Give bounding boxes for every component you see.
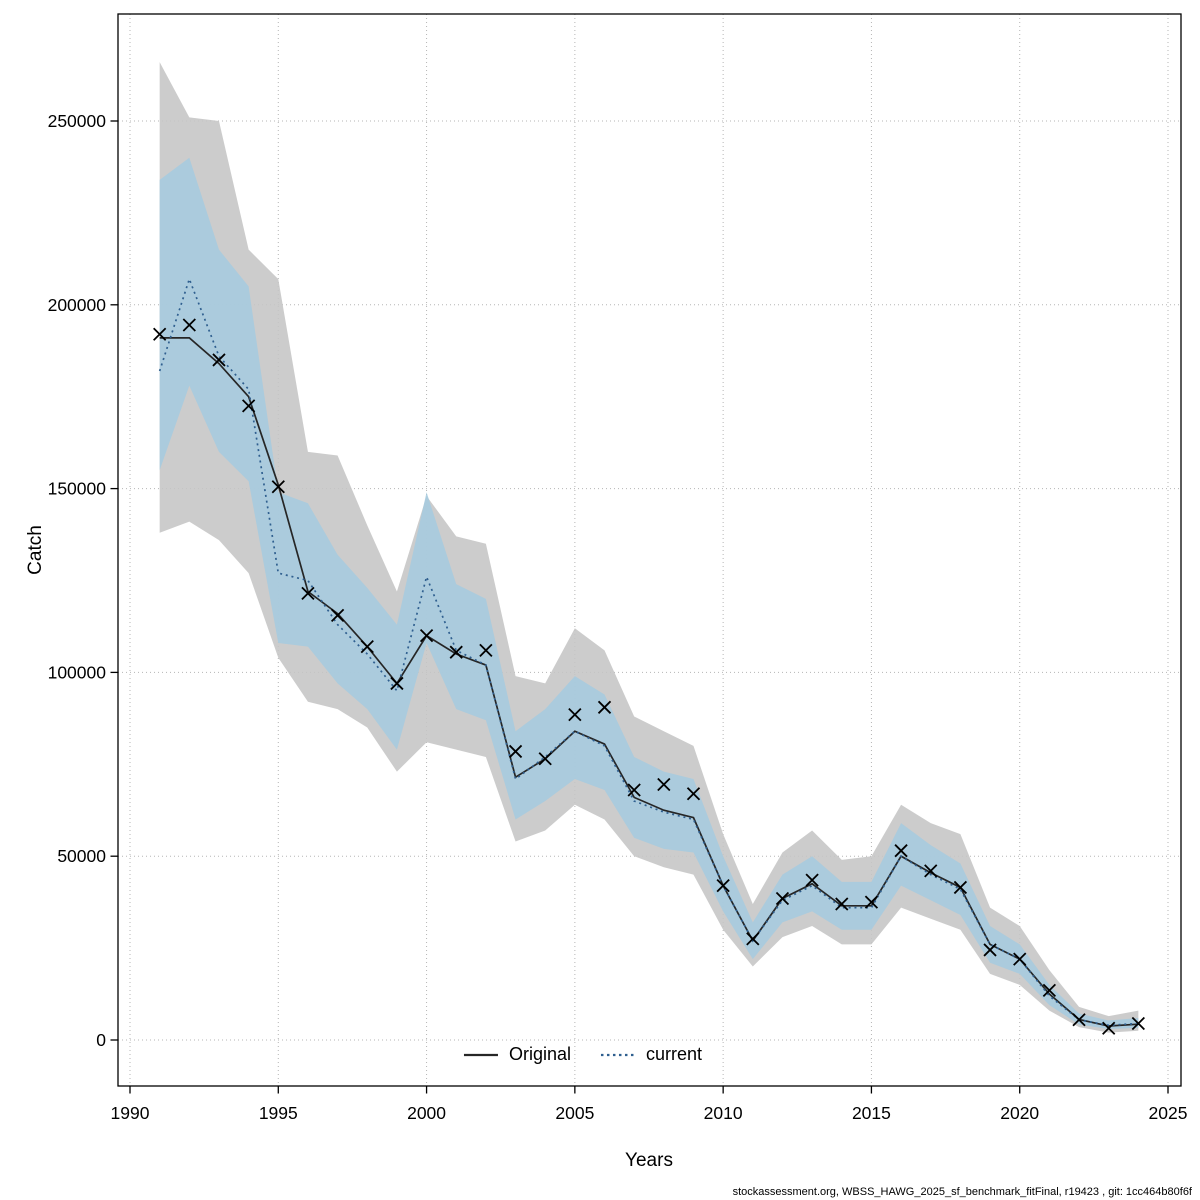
svg-text:2020: 2020: [1000, 1103, 1039, 1123]
y-axis-title: Catch: [25, 525, 46, 575]
svg-text:2015: 2015: [852, 1103, 891, 1123]
svg-text:200000: 200000: [48, 295, 107, 315]
legend-label-current: current: [646, 1044, 703, 1064]
svg-text:1990: 1990: [111, 1103, 150, 1123]
x-axis-title: Years: [625, 1150, 673, 1171]
svg-text:2000: 2000: [407, 1103, 446, 1123]
svg-text:2005: 2005: [555, 1103, 594, 1123]
svg-text:1995: 1995: [259, 1103, 298, 1123]
svg-text:2010: 2010: [704, 1103, 743, 1123]
legend-item-original: Original: [462, 1044, 571, 1065]
original-line-sample-icon: [463, 1053, 498, 1056]
footer-citation: stockassessment.org, WBSS_HAWG_2025_sf_b…: [732, 1186, 1192, 1198]
svg-text:100000: 100000: [48, 662, 107, 682]
current-line-sample-icon: [601, 1053, 635, 1056]
svg-text:2025: 2025: [1149, 1103, 1188, 1123]
legend-item-current: current: [599, 1044, 702, 1065]
svg-text:150000: 150000: [48, 479, 107, 499]
svg-text:0: 0: [96, 1030, 106, 1050]
legend: Original current: [462, 1044, 702, 1065]
svg-text:50000: 50000: [57, 846, 106, 866]
svg-text:250000: 250000: [48, 111, 107, 131]
legend-label-original: Original: [508, 1044, 571, 1064]
